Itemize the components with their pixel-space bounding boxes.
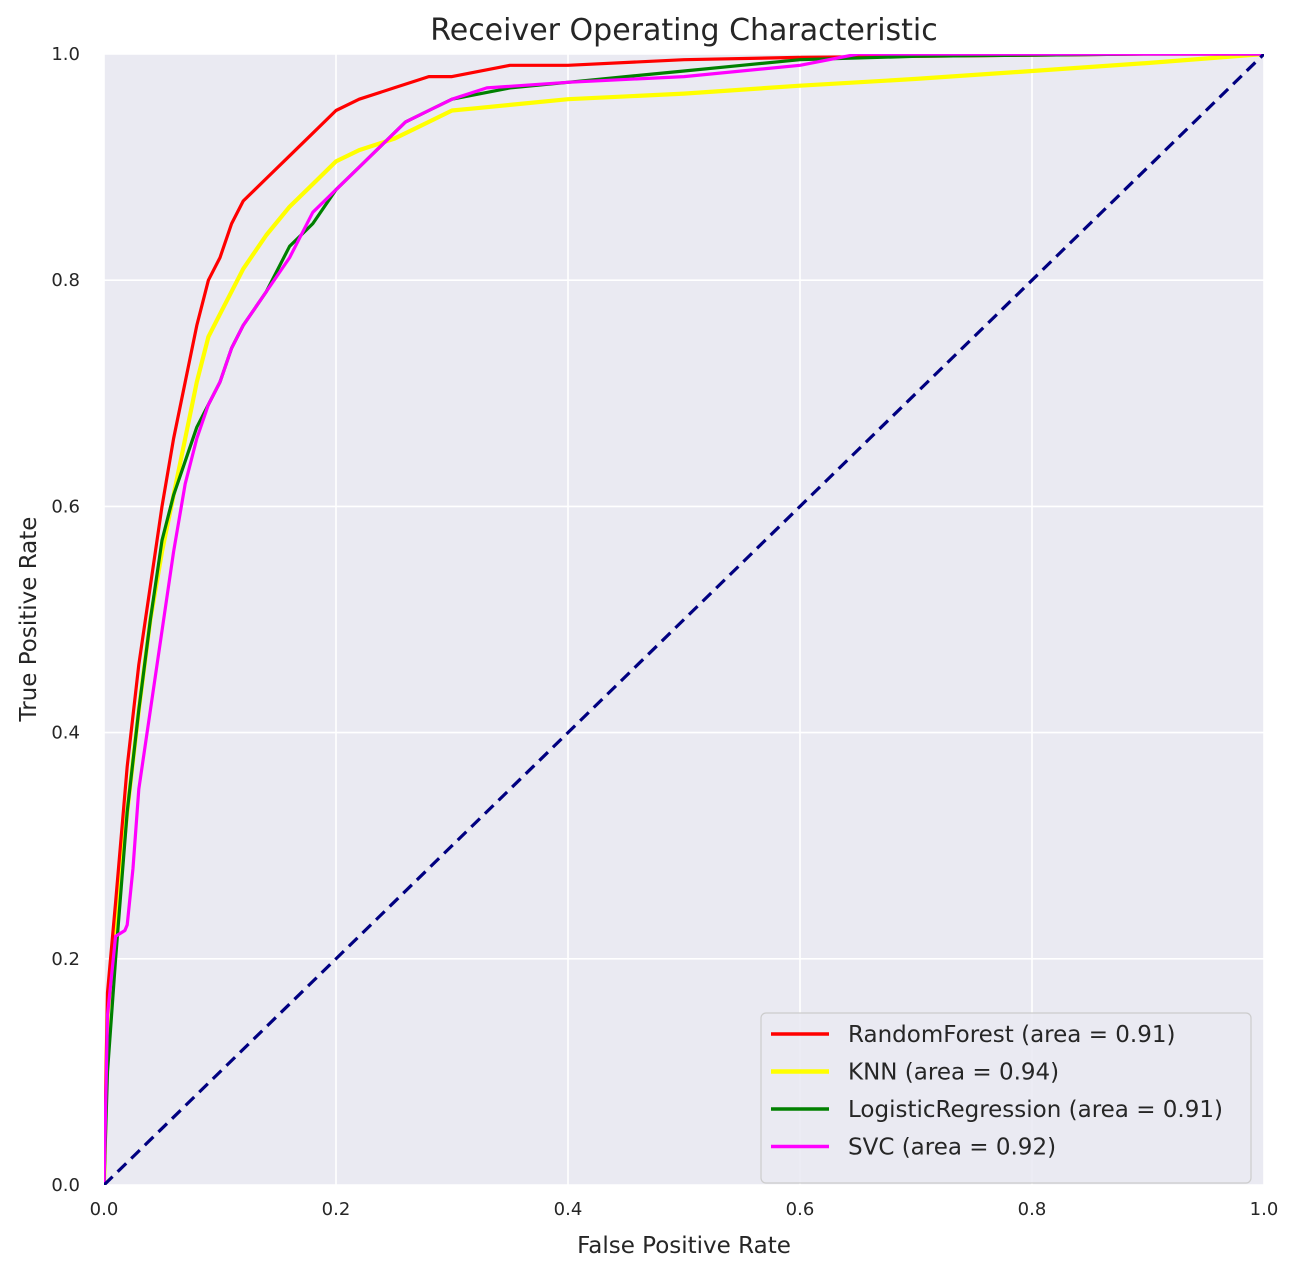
chart-title: Receiver Operating Characteristic (430, 13, 938, 48)
legend: RandomForest (area = 0.91) KNN (area = 0.… (760, 1012, 1252, 1184)
x-tick-label: 0.6 (786, 1199, 815, 1220)
series-group (104, 54, 1264, 1185)
grid (103, 53, 1265, 1186)
legend-entry-label: SVC (area = 0.92) (848, 1135, 1056, 1161)
series-line-svc (104, 54, 1264, 1185)
y-axis-label: True Positive Rate (16, 517, 42, 723)
y-tick-label: 0.2 (51, 949, 80, 970)
series-layer (104, 54, 1264, 1185)
y-tick-label: 0.8 (51, 270, 80, 291)
x-tick-label: 0.8 (1018, 1199, 1047, 1220)
y-tick-label: 0.4 (51, 723, 80, 744)
y-tick-label: 1.0 (51, 44, 80, 65)
series-line-randomforest (104, 54, 1264, 1185)
y-tick-label: 0.0 (51, 1175, 80, 1196)
y-tick-labels: 0.0 0.2 0.4 0.6 0.8 1.0 (51, 44, 80, 1196)
legend-entry-label: RandomForest (area = 0.91) (848, 1022, 1175, 1048)
legend-box (760, 1012, 1252, 1184)
x-axis-label: False Positive Rate (577, 1233, 791, 1259)
x-tick-label: 0.4 (554, 1199, 583, 1220)
x-tick-label: 0.0 (90, 1199, 119, 1220)
x-tick-label: 1.0 (1250, 1199, 1279, 1220)
x-tick-label: 0.2 (322, 1199, 351, 1220)
x-tick-labels: 0.0 0.2 0.4 0.6 0.8 1.0 (90, 1199, 1279, 1220)
y-tick-label: 0.6 (51, 496, 80, 517)
legend-entry-label: KNN (area = 0.94) (848, 1060, 1059, 1086)
chance-diagonal-line (104, 54, 1264, 1185)
legend-entry-label: LogisticRegression (area = 0.91) (848, 1097, 1223, 1123)
series-line-logisticregression (104, 54, 1264, 1185)
